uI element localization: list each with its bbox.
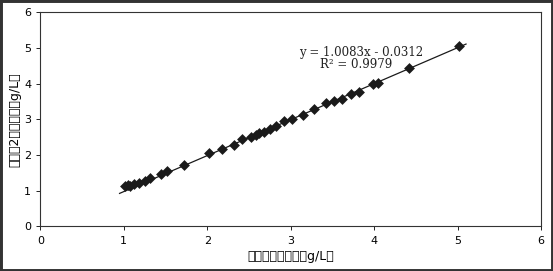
Point xyxy=(265,127,274,131)
Point xyxy=(288,117,297,121)
Point xyxy=(254,131,263,135)
Point xyxy=(129,182,138,186)
Point xyxy=(354,89,363,94)
Point xyxy=(179,163,188,167)
Point xyxy=(368,82,377,87)
X-axis label: 对照例检测数据（g/L）: 对照例检测数据（g/L） xyxy=(247,250,334,263)
Point xyxy=(272,124,280,128)
Point xyxy=(251,133,260,138)
Point xyxy=(455,44,464,49)
Point xyxy=(405,66,414,70)
Point xyxy=(123,183,132,188)
Point xyxy=(259,130,268,134)
Point xyxy=(280,119,289,123)
Point xyxy=(246,134,255,139)
Point xyxy=(330,99,338,103)
Point xyxy=(238,137,247,141)
Point xyxy=(310,107,319,112)
Point xyxy=(374,81,383,85)
Point xyxy=(163,169,171,173)
Point xyxy=(157,172,166,176)
Point xyxy=(338,96,347,101)
Point xyxy=(146,176,155,180)
Point xyxy=(299,113,307,117)
Y-axis label: 实施例2检测数据（g/L）: 实施例2检测数据（g/L） xyxy=(8,72,22,167)
Point xyxy=(126,184,135,189)
Point xyxy=(121,184,130,189)
Text: R² = 0.9979: R² = 0.9979 xyxy=(320,58,392,71)
Point xyxy=(321,101,330,105)
Point xyxy=(229,143,238,147)
Point xyxy=(205,151,213,156)
Text: y = 1.0083x - 0.0312: y = 1.0083x - 0.0312 xyxy=(299,46,423,59)
Point xyxy=(346,92,355,96)
Point xyxy=(218,147,227,151)
Point xyxy=(134,181,143,185)
Point xyxy=(140,179,149,183)
